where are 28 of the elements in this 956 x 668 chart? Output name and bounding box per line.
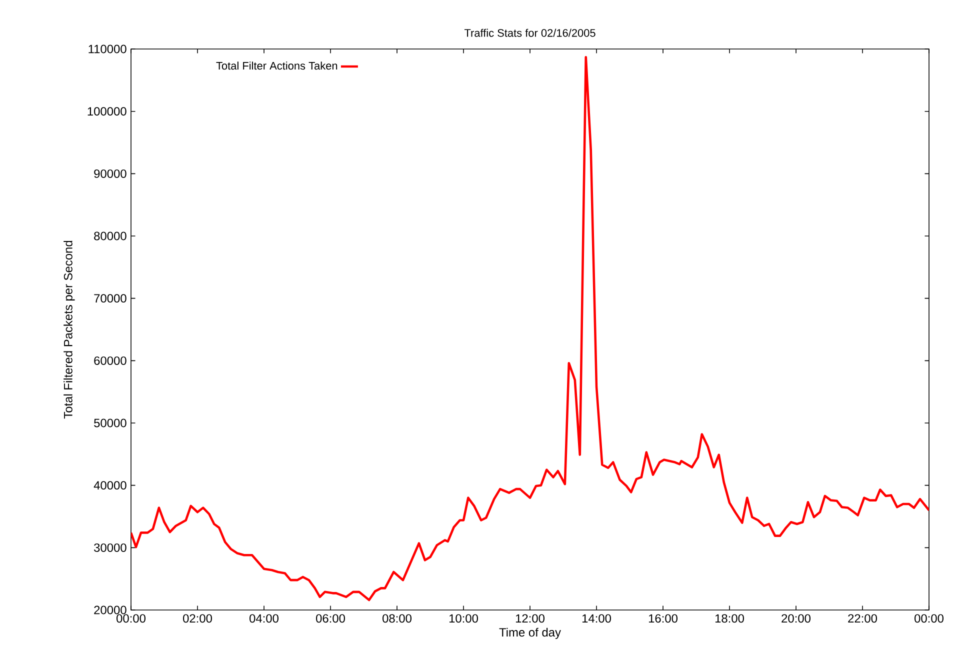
- y-tick-label: 100000: [88, 107, 126, 116]
- x-tick-label: 10:00: [449, 614, 478, 623]
- x-tick-label: 20:00: [782, 614, 810, 623]
- y-tick-label: 20000: [94, 606, 126, 614]
- x-tick-label: 12:00: [516, 614, 544, 623]
- y-tick-label: 50000: [94, 418, 126, 428]
- x-tick-label: 04:00: [250, 614, 278, 623]
- y-tick-label: 40000: [94, 481, 126, 490]
- y-tick-label: 80000: [94, 232, 126, 240]
- y-tick-label: 60000: [94, 356, 126, 365]
- legend-label: Total Filter Actions Taken: [216, 62, 338, 70]
- x-tick-label: 00:00: [116, 614, 146, 623]
- x-tick-label: 06:00: [316, 614, 345, 623]
- x-tick-label: 18:00: [715, 614, 744, 623]
- y-tick-label: 90000: [94, 169, 126, 178]
- x-tick-label: 02:00: [183, 614, 212, 623]
- line-series: [131, 56, 930, 602]
- chart-title: Traffic Stats for 02/16/2005: [464, 28, 596, 37]
- y-axis-title: Total Filtered Packets per Second: [64, 240, 75, 419]
- y-tick-label: 30000: [94, 543, 126, 552]
- x-tick-label: 14:00: [582, 614, 611, 623]
- x-tick-label: 16:00: [648, 614, 678, 623]
- y-tick-label: 70000: [94, 294, 126, 303]
- x-axis-title: Time of day: [499, 628, 561, 639]
- y-tick-label: 110000: [88, 44, 126, 54]
- x-tick-label: 22:00: [848, 614, 877, 623]
- x-tick-label: 08:00: [382, 614, 412, 623]
- x-tick-label: 00:00: [914, 614, 944, 623]
